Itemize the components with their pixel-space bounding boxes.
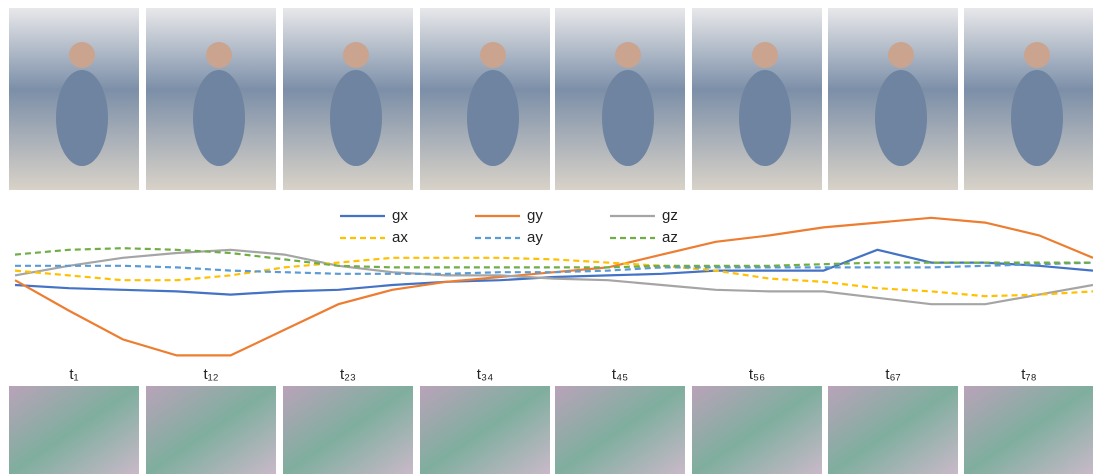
person	[1011, 70, 1063, 166]
legend-label: gx	[392, 207, 408, 224]
figure: t₁ t₁₂ t₂₃ t₃₄ t₄₅ t₅₆ t₆₇ t₇₈ gx gy gz ax ay az	[0, 0, 1093, 474]
top-photos	[9, 8, 1093, 190]
series-line	[15, 218, 1093, 356]
frame-label: t₇₈	[1021, 366, 1037, 383]
page: t₁t₁₂t₂₃t₃₄t₄₅t₅₆t₆₇t₇₈ gxgygzaxayaz (()…	[0, 0, 1093, 474]
head	[206, 42, 232, 68]
head	[343, 42, 369, 68]
frame-label: t₁₂	[203, 366, 218, 383]
person	[875, 70, 927, 166]
person	[56, 70, 108, 166]
legend-label: ay	[527, 229, 543, 246]
head	[69, 42, 95, 68]
head	[752, 42, 778, 68]
person	[193, 70, 245, 166]
frame-label: t₄₅	[612, 366, 628, 383]
head	[1024, 42, 1050, 68]
head	[888, 42, 914, 68]
frame-label: t₁	[69, 366, 78, 383]
camera-frame	[283, 386, 413, 474]
series-line	[15, 248, 1093, 267]
person	[330, 70, 382, 166]
person	[602, 70, 654, 166]
camera-frame	[964, 386, 1093, 474]
head	[615, 42, 641, 68]
head	[480, 42, 506, 68]
person	[739, 70, 791, 166]
frame-label: t₅₆	[749, 366, 765, 383]
legend-label: gz	[662, 207, 678, 224]
person	[467, 70, 519, 166]
legend-label: ax	[392, 229, 408, 246]
camera-frame	[555, 386, 685, 474]
frame-label: t₃₄	[477, 366, 493, 383]
camera-frame	[146, 386, 276, 474]
camera-frame	[420, 386, 550, 474]
legend-label: gy	[527, 207, 543, 224]
frame-label: t₆₇	[885, 366, 900, 383]
camera-frame	[692, 386, 822, 474]
legend-label: az	[662, 229, 678, 246]
camera-frame	[9, 386, 139, 474]
bottom-photos: t₁ t₁₂ t₂₃ t₃₄ t₄₅ t₅₆ t₆₇ t₇₈	[9, 366, 1093, 474]
frame-label: t₂₃	[340, 366, 356, 383]
chart: gx gy gz ax ay az	[15, 207, 1093, 355]
camera-frame	[828, 386, 958, 474]
